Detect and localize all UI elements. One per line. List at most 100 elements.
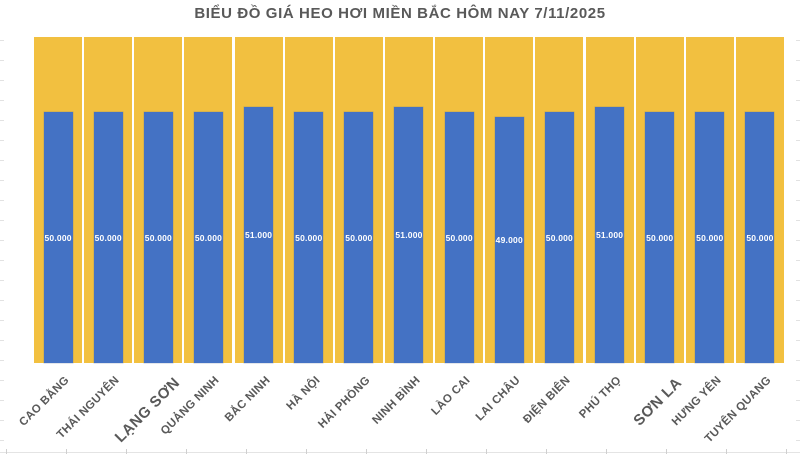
sheet-row-dash: [0, 160, 4, 161]
sheet-row-dash: [0, 80, 4, 81]
sheet-row-dash: [796, 260, 800, 261]
bar-value-label: 50.000: [44, 232, 72, 243]
background-track-bar: 50.000: [334, 37, 383, 363]
sheet-row-dash: [796, 40, 800, 41]
background-track-bar: 50.000: [34, 37, 83, 363]
category-label: PHÚ THỌ: [576, 374, 624, 421]
sheet-column-tick: [246, 449, 247, 454]
sheet-row-dash: [796, 100, 800, 101]
bar-value-label: 50.000: [545, 232, 573, 243]
sheet-column-tick: [126, 449, 127, 454]
bar-value-label: 51.000: [244, 230, 273, 240]
background-track-bar: 50.000: [685, 37, 734, 363]
sheet-column-tick: [606, 449, 607, 454]
bar-value-label: 50.000: [646, 232, 674, 243]
bar-value-label: 50.000: [194, 232, 223, 243]
sheet-row-dash: [0, 200, 4, 201]
chart-title: BIỂU ĐỒ GIÁ HEO HƠI MIỀN BẮC HÔM NAY 7/1…: [194, 5, 606, 22]
sheet-row-dash: [796, 340, 800, 341]
bar-value-label: 50.000: [295, 232, 323, 243]
category-label: CAO BẰNG: [17, 374, 72, 429]
sheet-row-dash: [796, 440, 800, 441]
price-bar: 51.000: [244, 107, 274, 363]
sheet-row-dash: [0, 140, 4, 141]
sheet-row-dash: [796, 360, 800, 361]
category-label: HÀ NỘI: [284, 374, 323, 413]
background-track-bar: 51.000: [585, 37, 634, 363]
background-track-bar: 50.000: [535, 37, 584, 363]
category-label: HẢI PHÒNG: [316, 374, 373, 431]
sheet-column-tick: [306, 449, 307, 454]
sheet-row-dash: [796, 160, 800, 161]
sheet-column-tick: [666, 449, 667, 454]
sheet-row-dash: [796, 280, 800, 281]
price-bar: 50.000: [294, 112, 324, 363]
sheet-row-dash: [0, 320, 4, 321]
category-label: LAI CHÂU: [474, 374, 524, 424]
category-label: ĐIỆN BIÊN: [521, 374, 574, 426]
background-track-bar: 50.000: [635, 37, 684, 363]
price-bar: 50.000: [43, 112, 73, 363]
background-track-bar: 50.000: [435, 37, 484, 363]
bar-value-label: 50.000: [746, 232, 774, 243]
background-track-bar: 50.000: [284, 37, 333, 363]
sheet-row-dash: [796, 180, 800, 181]
bar-value-label: 50.000: [345, 232, 373, 243]
price-bar: 51.000: [595, 107, 625, 363]
bar-value-label: 50.000: [445, 232, 473, 243]
sheet-row-dash: [796, 120, 800, 121]
sheet-row-dash: [0, 440, 4, 441]
sheet-row-dash: [0, 300, 4, 301]
sheet-row-dash: [796, 220, 800, 221]
bar-value-label: 50.000: [94, 232, 122, 243]
sheet-row-dash: [0, 120, 4, 121]
sheet-column-tick: [66, 449, 67, 454]
sheet-row-dash: [796, 200, 800, 201]
plot-area: 50.000 50.000 50.000 50.000 51.000 50.000 50.0…: [33, 37, 785, 363]
price-bar: 49.000: [494, 117, 524, 363]
bar-value-label: 51.000: [595, 230, 624, 240]
price-bar: 50.000: [645, 112, 675, 363]
sheet-column-tick: [546, 449, 547, 454]
background-track-bar: 50.000: [134, 37, 183, 363]
background-track-bar: 51.000: [384, 37, 433, 363]
background-track-bar: 49.000: [485, 37, 534, 363]
category-label: NINH BÌNH: [370, 374, 423, 427]
category-label: LẠNG SƠN: [112, 374, 184, 446]
price-bar: 50.000: [695, 112, 725, 363]
category-label: LÀO CAI: [429, 374, 473, 418]
sheet-column-tick: [486, 449, 487, 454]
sheet-row-dash: [0, 400, 4, 401]
price-bar: 51.000: [394, 107, 424, 363]
sheet-row-dash: [0, 40, 4, 41]
sheet-column-tick: [726, 449, 727, 454]
background-track-bar: 50.000: [735, 37, 784, 363]
sheet-row-dash: [0, 260, 4, 261]
price-bar: 50.000: [544, 112, 574, 363]
sheet-row-dash: [796, 300, 800, 301]
background-track-bar: 50.000: [184, 37, 233, 363]
sheet-row-dash: [0, 420, 4, 421]
sheet-row-dash: [796, 400, 800, 401]
price-bar: 50.000: [93, 112, 123, 363]
sheet-row-dash: [0, 220, 4, 221]
sheet-row-dash: [0, 280, 4, 281]
background-track-bar: 50.000: [84, 37, 133, 363]
price-bar: 50.000: [745, 112, 775, 363]
category-label: BẮC NINH: [222, 374, 273, 425]
sheet-row-dash: [796, 80, 800, 81]
sheet-column-tick: [366, 449, 367, 454]
sheet-row-dash: [796, 420, 800, 421]
sheet-row-dash: [0, 380, 4, 381]
spreadsheet-bottom-gridline: [0, 452, 800, 453]
sheet-row-dash: [0, 240, 4, 241]
sheet-row-dash: [0, 100, 4, 101]
sheet-column-tick: [786, 449, 787, 454]
price-bar: 50.000: [344, 112, 374, 363]
price-bar: 50.000: [143, 112, 173, 363]
sheet-row-dash: [0, 180, 4, 181]
bar-value-label: 49.000: [495, 235, 523, 245]
bar-value-label: 51.000: [395, 230, 423, 240]
sheet-row-dash: [796, 380, 800, 381]
